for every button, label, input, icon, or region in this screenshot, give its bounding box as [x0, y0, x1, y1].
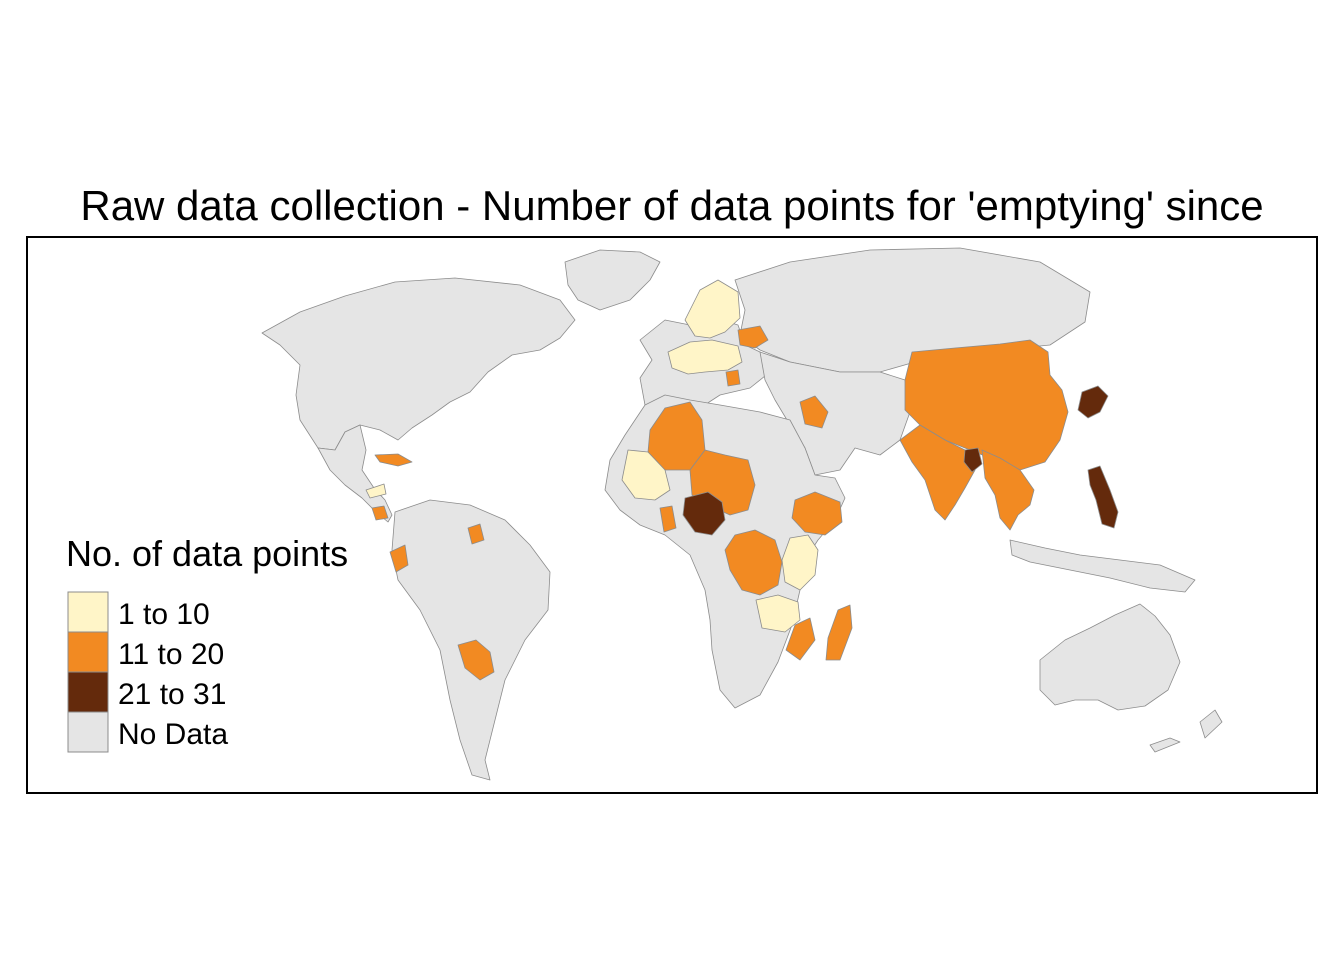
countries-layer [261, 247, 1223, 781]
region-zambia-malawi [755, 594, 801, 633]
region-central-america [317, 424, 393, 523]
legend-swatch-low [67, 591, 109, 633]
region-new-zealand [1149, 709, 1223, 753]
region-south-america [391, 499, 551, 781]
region-japan [1077, 385, 1109, 419]
region-kenya-tanzania [781, 534, 819, 591]
legend-title: No. of data points [66, 533, 348, 574]
region-serbia [725, 369, 741, 387]
region-bangladesh [963, 447, 983, 473]
region-nordic [684, 279, 741, 339]
legend-label-high: 21 to 31 [118, 678, 226, 711]
region-central-west-asia [759, 351, 911, 476]
region-paraguay [457, 639, 495, 681]
region-south-asia [899, 424, 976, 521]
region-mali [621, 449, 671, 501]
region-ethiopia [791, 491, 843, 536]
region-iraq [799, 395, 829, 429]
region-nigeria [682, 491, 726, 536]
legend-swatch-high [67, 671, 109, 713]
region-cuba [374, 453, 413, 467]
legend-label-none: No Data [118, 718, 228, 751]
region-australia [1039, 603, 1181, 711]
region-ukraine [737, 325, 769, 349]
region-greenland [564, 249, 661, 311]
legend-swatch-none [67, 711, 109, 753]
region-ghana [659, 505, 677, 533]
region-honduras [365, 483, 387, 499]
region-philippines [1087, 465, 1119, 529]
region-indonesia [1009, 539, 1196, 593]
region-north-america [261, 277, 576, 451]
map-title: Raw data collection - Number of data poi… [80, 182, 1263, 229]
region-ecuador [389, 544, 409, 573]
legend-label-mid: 11 to 20 [118, 638, 224, 671]
legend: No. of data points 1 to 10 11 to 20 21 t… [66, 533, 348, 753]
region-suriname [467, 523, 485, 545]
region-costa-rica [371, 505, 389, 521]
legend-label-low: 1 to 10 [118, 598, 210, 631]
region-southeast-asia [981, 449, 1035, 531]
region-madagascar [825, 604, 853, 661]
region-mozambique [785, 617, 816, 661]
legend-swatch-mid [67, 631, 109, 673]
region-central-europe [667, 339, 743, 375]
region-dr-congo [724, 529, 783, 596]
